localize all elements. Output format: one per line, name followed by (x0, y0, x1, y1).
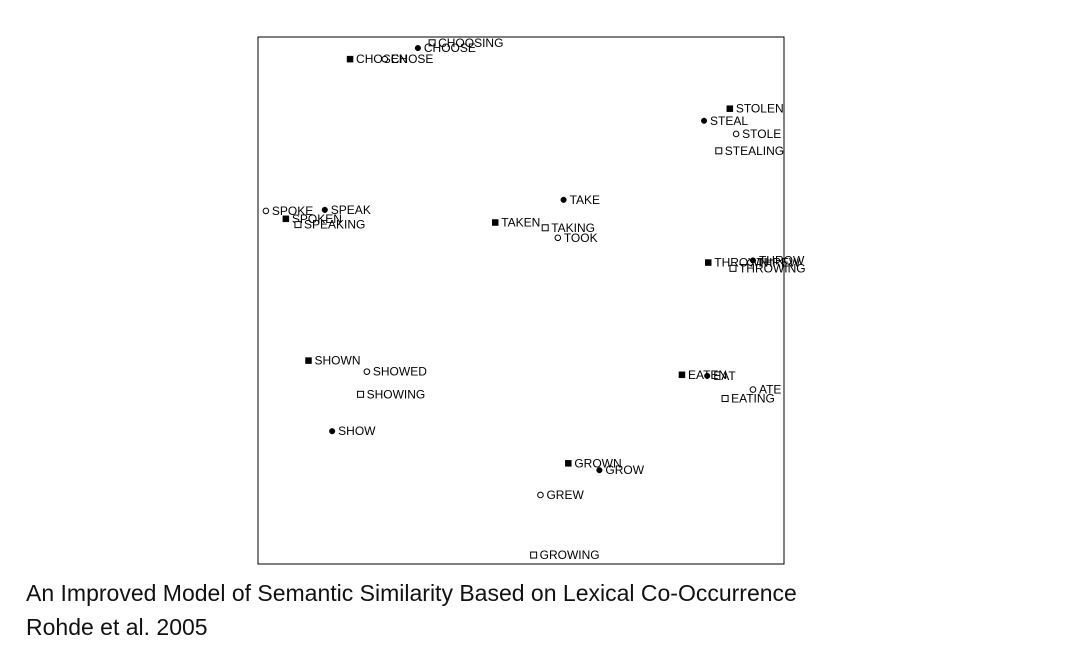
marker-chosen (346, 55, 354, 63)
point-eating: EATING (721, 392, 775, 406)
label-choosing: CHOOSING (438, 36, 503, 50)
marker-grew (537, 491, 544, 499)
marker-eat (704, 372, 711, 379)
marker-taken (491, 219, 499, 226)
point-stole: STOLE (732, 127, 781, 141)
marker-ate (749, 386, 757, 393)
marker-chose (381, 55, 389, 63)
marker-choose (414, 45, 421, 52)
caption-title: An Improved Model of Semantic Similarity… (26, 580, 797, 606)
marker-taking (541, 224, 549, 232)
marker-take (560, 196, 567, 203)
label-took: TOOK (564, 231, 598, 245)
marker-speaking (294, 221, 302, 229)
point-choosing: CHOOSING (428, 36, 503, 50)
marker-stole (732, 130, 740, 138)
point-grew: GREW (537, 488, 584, 502)
point-chose: CHOSE (381, 52, 434, 66)
label-eat: EAT (713, 369, 736, 383)
marker-eaten (678, 371, 686, 379)
label-spoken: SPOKEN (292, 212, 342, 226)
marker-showed (363, 368, 371, 375)
marker-stealing (715, 147, 723, 155)
point-stolen: STOLEN (726, 102, 784, 116)
point-growing: GROWING (530, 548, 600, 562)
label-chose: CHOSE (391, 52, 434, 66)
label-grown: GROWN (574, 456, 621, 470)
label-eating: EATING (731, 392, 775, 406)
caption-citation: Rohde et al. 2005 (26, 614, 208, 640)
point-showed: SHOWED (363, 365, 427, 379)
label-grew: GREW (546, 488, 584, 502)
label-showed: SHOWED (373, 365, 427, 379)
label-spoke: SPOKE (272, 204, 313, 218)
point-choose: CHOOSE (414, 41, 476, 55)
label-take: TAKE (570, 193, 600, 207)
point-speaking: SPEAKING (294, 218, 365, 232)
point-taking: TAKING (541, 221, 595, 235)
marker-show (329, 428, 336, 435)
point-spoken: SPOKEN (282, 212, 342, 226)
label-shown: SHOWN (314, 354, 360, 368)
marker-throwing (729, 264, 737, 272)
point-took: TOOK (554, 231, 598, 245)
point-grow: GROW (596, 463, 645, 477)
marker-spoken (282, 215, 290, 223)
label-show: SHOW (338, 424, 376, 438)
label-ate: ATE (759, 383, 781, 397)
label-choose: CHOOSE (424, 41, 476, 55)
marker-grow (596, 467, 603, 474)
point-throwing: THROWING (729, 261, 806, 275)
point-eat: EAT (704, 369, 736, 383)
marker-shown (305, 357, 312, 364)
points-layer: CHOOSINGCHOOSECHOSENCHOSESTOLENSTEALSTOL… (262, 36, 806, 562)
label-showing: SHOWING (367, 387, 426, 401)
point-show: SHOW (329, 424, 376, 438)
marker-spoke (262, 207, 270, 215)
marker-steal (700, 117, 708, 124)
label-stealing: STEALING (725, 144, 784, 158)
marker-speak (321, 206, 328, 213)
marker-stolen (726, 105, 734, 112)
label-grow: GROW (605, 463, 644, 477)
point-take: TAKE (560, 193, 600, 207)
marker-eating (721, 395, 729, 403)
label-taken: TAKEN (501, 216, 540, 230)
label-taking: TAKING (551, 221, 595, 235)
marker-growing (530, 551, 538, 559)
point-taken: TAKEN (491, 216, 540, 230)
label-speak: SPEAK (331, 203, 371, 217)
point-speak: SPEAK (321, 203, 371, 217)
label-steal: STEAL (710, 114, 748, 128)
label-threw: THREW (756, 256, 801, 270)
point-grown: GROWN (565, 456, 622, 470)
label-stolen: STOLEN (736, 102, 784, 116)
point-showing: SHOWING (357, 387, 426, 401)
marker-showing (357, 390, 365, 398)
plot-frame (257, 36, 785, 565)
marker-choosing (428, 39, 436, 47)
marker-grown (565, 460, 572, 467)
marker-thrown (705, 259, 712, 266)
scatter-chart: CHOOSINGCHOOSECHOSENCHOSESTOLENSTEALSTOL… (257, 36, 806, 565)
point-ate: ATE (749, 383, 781, 397)
label-growing: GROWING (540, 548, 600, 562)
label-speaking: SPEAKING (304, 218, 365, 232)
point-spoke: SPOKE (262, 204, 313, 218)
marker-throw (749, 257, 757, 264)
label-throwing: THROWING (739, 261, 806, 275)
point-shown: SHOWN (305, 354, 360, 368)
marker-took (554, 234, 562, 242)
point-stealing: STEALING (715, 144, 784, 158)
point-steal: STEAL (700, 114, 748, 128)
label-stole: STOLE (742, 127, 781, 141)
point-throw: THROW (749, 253, 805, 267)
label-throw: THROW (759, 253, 805, 267)
